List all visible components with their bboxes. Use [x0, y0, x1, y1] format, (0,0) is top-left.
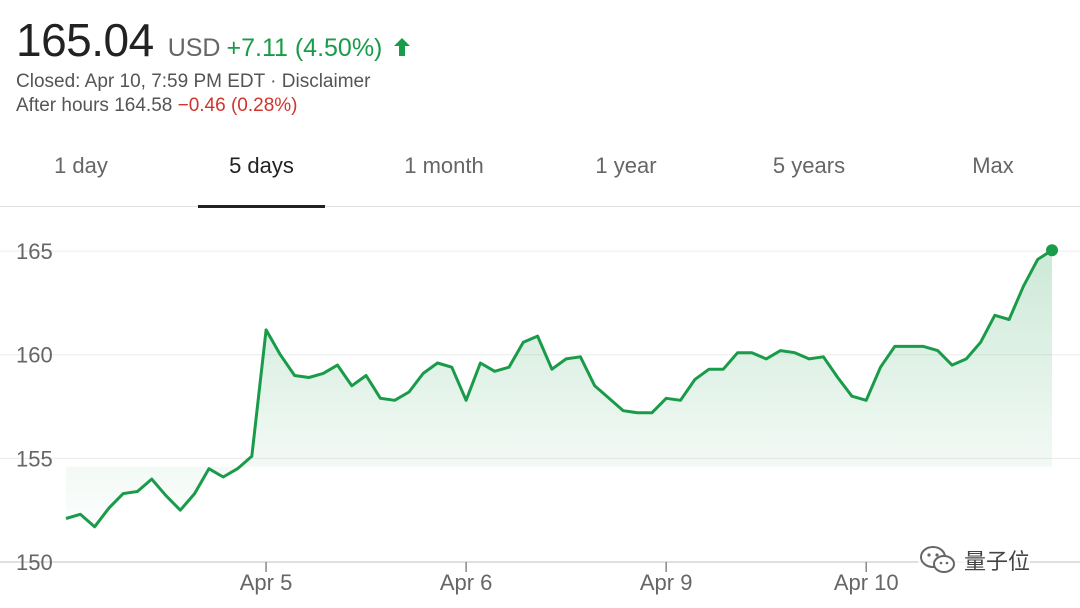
quote-header: 165.04 USD +7.11 (4.50%) Closed: Apr 10,… — [16, 14, 1056, 118]
after-hours-price: After hours 164.58 — [16, 95, 173, 116]
price-area — [66, 250, 1052, 527]
tab-5-years[interactable]: 5 years — [772, 153, 846, 178]
price-line-series — [65, 249, 1053, 529]
x-tick-label: Apr 5 — [240, 570, 293, 595]
after-hours-change: −0.46 (0.28%) — [177, 95, 298, 116]
tab-max[interactable]: Max — [972, 153, 1014, 178]
y-tick-label: 155 — [16, 446, 53, 471]
x-tick-label: Apr 6 — [440, 570, 493, 595]
tab-1-day[interactable]: 1 day — [54, 153, 108, 178]
wechat-icon — [920, 546, 955, 573]
x-tick-label: Apr 10 — [834, 570, 899, 595]
currency-label: USD — [167, 34, 221, 62]
y-tick-label: 165 — [16, 239, 53, 264]
watermark: 量子位 — [918, 544, 1031, 576]
tab-1-year[interactable]: 1 year — [595, 153, 657, 178]
market-status: Closed: Apr 10, 7:59 PM EDT · Disclaimer — [16, 71, 371, 92]
price-change: +7.11 (4.50%) — [226, 34, 383, 62]
y-axis: 150 155 160 165 — [16, 239, 53, 575]
arrow-up-icon — [394, 38, 411, 56]
x-tick-label: Apr 9 — [640, 570, 693, 595]
price-line: 165.04 USD +7.11 (4.50%) — [16, 14, 1056, 66]
watermark-text: 量子位 — [964, 550, 1031, 575]
x-axis: Apr 5 Apr 6 Apr 9 Apr 10 — [240, 562, 899, 595]
current-price: 165.04 — [16, 14, 154, 66]
y-tick-label: 160 — [16, 343, 53, 368]
time-range-tabs: 1 day 5 days 1 month 1 year 5 years Max — [0, 138, 1080, 208]
y-tick-label: 150 — [16, 550, 53, 575]
price-chart: 150 155 160 165 Apr 5 Apr 6 Apr 9 Apr 10 — [0, 239, 1080, 595]
tab-1-month[interactable]: 1 month — [404, 153, 484, 178]
after-hours-line: After hours 164.58 −0.46 (0.28%) — [16, 94, 1056, 118]
last-price-point[interactable] — [1046, 244, 1058, 257]
tab-5-days[interactable]: 5 days — [198, 138, 325, 208]
